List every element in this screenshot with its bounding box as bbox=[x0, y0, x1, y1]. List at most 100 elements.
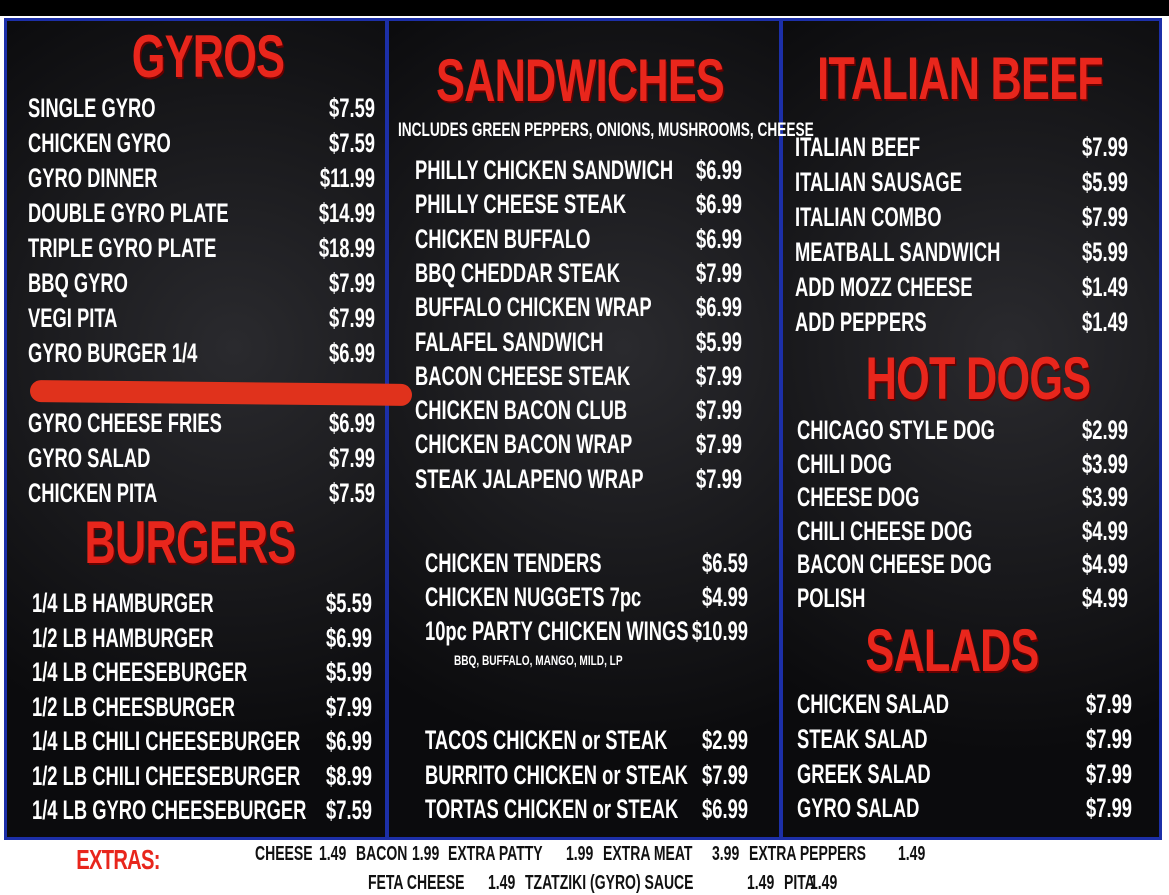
right-panel bbox=[780, 18, 1162, 840]
item-name: GYRO CHEESE FRIES bbox=[28, 408, 222, 438]
item-name: ITALIAN BEEF bbox=[795, 132, 921, 162]
extra-price: 1.49 bbox=[898, 843, 926, 865]
extra-name: CHEESE bbox=[255, 843, 313, 865]
item-price: $6.99 bbox=[696, 223, 742, 254]
top-edge bbox=[0, 0, 1169, 16]
item-price: $4.99 bbox=[1082, 515, 1128, 546]
item-price: $6.99 bbox=[326, 622, 372, 653]
extra-price: 1.49 bbox=[487, 872, 516, 894]
item-price: $7.99 bbox=[1086, 723, 1132, 754]
item-name: CHICKEN BUFFALO bbox=[415, 223, 591, 254]
item-name: 1/4 LB GYRO CHEESEBURGER bbox=[32, 795, 307, 825]
item-name: TACOS CHICKEN or STEAK bbox=[425, 725, 668, 755]
item-name: GYRO SALAD bbox=[28, 443, 151, 473]
item-price: $2.99 bbox=[702, 725, 748, 755]
item-name: BACON CHEESE DOG bbox=[797, 549, 992, 579]
item-price: $5.99 bbox=[1082, 167, 1128, 197]
item-price: $6.59 bbox=[702, 548, 748, 578]
item-price: $7.99 bbox=[696, 360, 742, 391]
item-name: CHICKEN BACON CLUB bbox=[415, 395, 628, 426]
item-name: CHICKEN SALAD bbox=[797, 689, 949, 719]
extra-name: TZATZIKI (GYRO) SAUCE bbox=[524, 872, 694, 894]
item-price: $11.99 bbox=[319, 163, 375, 193]
item-name: CHICKEN GYRO bbox=[28, 128, 171, 158]
item-name: STEAK JALAPENO WRAP bbox=[415, 463, 644, 494]
item-name: ADD PEPPERS bbox=[795, 307, 927, 337]
item-price: $4.99 bbox=[1082, 582, 1128, 613]
extra-price: 1.49 bbox=[747, 872, 775, 894]
item-name: DOUBLE GYRO PLATE bbox=[28, 198, 229, 228]
item-name: FALAFEL SANDWICH bbox=[415, 326, 604, 357]
extras-row: CHEESE 1.49 BACON 1.99 EXTRA PATTY 1.99 EXTRA … bbox=[255, 843, 931, 866]
left-panel bbox=[4, 18, 388, 840]
item-price: $7.99 bbox=[1082, 132, 1128, 162]
section-title: GYROS bbox=[131, 23, 285, 90]
item-name: 10pc PARTY CHICKEN WINGS bbox=[425, 616, 689, 646]
item-price: $2.99 bbox=[1082, 415, 1128, 445]
item-price: $8.99 bbox=[326, 760, 372, 791]
extra-name: BACON bbox=[356, 843, 408, 865]
item-price: $7.99 bbox=[696, 463, 742, 494]
item-name: BBQ GYRO bbox=[28, 268, 128, 298]
item-price: $6.99 bbox=[696, 292, 742, 323]
section-title: HOT DOGS bbox=[865, 345, 1091, 412]
item-name: 1/2 LB HAMBURGER bbox=[32, 622, 214, 653]
extra-name: EXTRA PATTY bbox=[448, 843, 544, 865]
extra-name: PITA bbox=[784, 872, 816, 894]
extra-name: EXTRA PEPPERS bbox=[749, 843, 867, 865]
item-price: $1.49 bbox=[1082, 272, 1128, 302]
item-price: $10.99 bbox=[691, 616, 748, 646]
item-name: STEAK SALAD bbox=[797, 723, 928, 754]
item-name: BUFFALO CHICKEN WRAP bbox=[415, 292, 652, 323]
item-name: 1/2 LB CHEESBURGER bbox=[32, 691, 236, 722]
item-price: $7.99 bbox=[1086, 689, 1132, 719]
item-name: TRIPLE GYRO PLATE bbox=[28, 233, 217, 263]
item-price: $4.99 bbox=[702, 582, 748, 612]
section-title: BURGERS bbox=[84, 509, 297, 576]
section-title: ITALIAN BEEF bbox=[817, 45, 1103, 112]
item-price: $6.99 bbox=[326, 726, 372, 756]
item-price: $5.99 bbox=[696, 326, 742, 357]
extras-row: FETA CHEESE 1.49 TZATZIKI (GYRO) SAUCE 1.49… bbox=[368, 872, 843, 895]
redaction-stroke bbox=[29, 380, 413, 406]
extra-price: 1.49 bbox=[319, 843, 347, 865]
item-name: SINGLE GYRO bbox=[28, 93, 156, 123]
item-price: $7.99 bbox=[696, 429, 742, 460]
item-price: $7.59 bbox=[329, 93, 375, 123]
item-price: $5.99 bbox=[326, 657, 372, 687]
item-name: 1/4 LB CHILI CHEESEBURGER bbox=[32, 726, 301, 756]
item-name: 1/4 LB HAMBURGER bbox=[32, 588, 214, 618]
item-name: CHICKEN TENDERS bbox=[425, 548, 602, 578]
item-price: $7.99 bbox=[329, 268, 375, 298]
item-price: $6.99 bbox=[696, 189, 742, 220]
item-name: CHICKEN BACON WRAP bbox=[415, 429, 633, 460]
item-price: $7.99 bbox=[696, 395, 742, 426]
item-price: $7.99 bbox=[702, 759, 748, 790]
extra-price: 1.99 bbox=[565, 843, 593, 865]
extra-name: FETA CHEESE bbox=[368, 872, 465, 894]
item-price: $7.59 bbox=[329, 128, 375, 158]
item-name: ITALIAN SAUSAGE bbox=[795, 167, 962, 197]
item-name: GYRO DINNER bbox=[28, 163, 158, 193]
item-name: GYRO BURGER 1/4 bbox=[28, 338, 198, 368]
item-name: 1/2 LB CHILI CHEESEBURGER bbox=[32, 760, 301, 791]
item-name: BBQ CHEDDAR STEAK bbox=[415, 257, 621, 288]
item-price: $6.99 bbox=[329, 408, 375, 438]
section-note: INCLUDES GREEN PEPPERS, ONIONS, MUSHROOM… bbox=[398, 120, 814, 141]
item-name: POLISH bbox=[797, 582, 866, 613]
item-price: $7.59 bbox=[329, 478, 375, 508]
item-price: $3.99 bbox=[1082, 448, 1128, 479]
item-name: CHEESE DOG bbox=[797, 482, 920, 512]
item-price: $18.99 bbox=[318, 233, 375, 263]
item-name: CHILI CHEESE DOG bbox=[797, 515, 973, 546]
item-name: PHILLY CHICKEN SANDWICH bbox=[415, 155, 674, 185]
item-price: $5.99 bbox=[1082, 237, 1128, 267]
extra-price: 1.49 bbox=[810, 872, 838, 894]
item-name: CHICAGO STYLE DOG bbox=[797, 415, 995, 445]
item-name: GREEK SALAD bbox=[797, 758, 931, 789]
item-name: CHICKEN PITA bbox=[28, 478, 158, 508]
item-name: PHILLY CHEESE STEAK bbox=[415, 189, 627, 220]
item-price: $6.99 bbox=[702, 794, 748, 824]
item-name: TORTAS CHICKEN or STEAK bbox=[425, 794, 679, 824]
middle-panel bbox=[386, 18, 782, 840]
